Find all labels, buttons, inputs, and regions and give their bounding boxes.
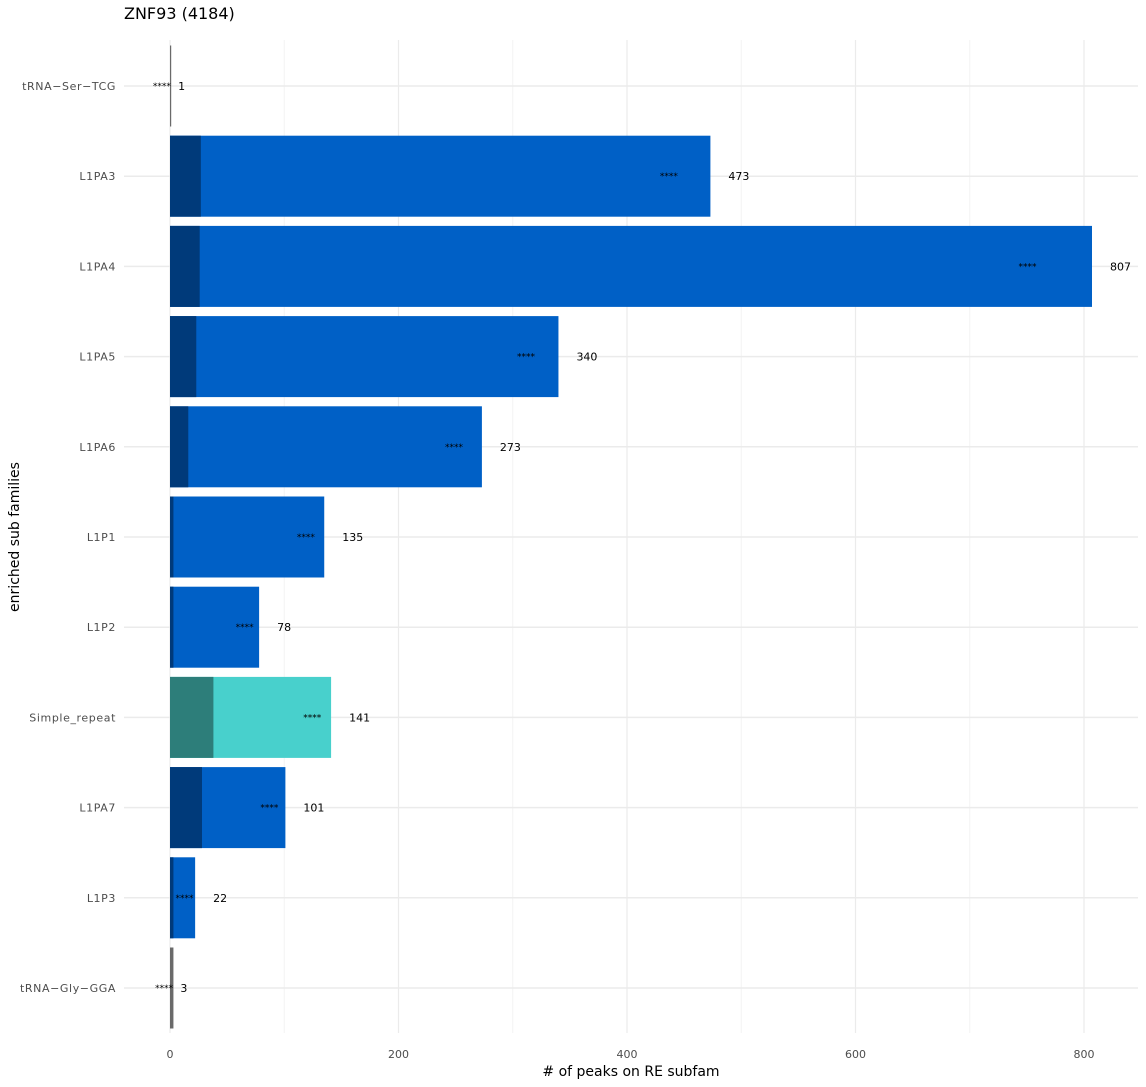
bars (170, 45, 1092, 1029)
value-label: 807 (1110, 260, 1131, 273)
value-label: 273 (500, 441, 521, 454)
significance-label: **** (236, 623, 255, 633)
bar-L1PA5 (170, 316, 559, 398)
x-tick-label: 600 (845, 1048, 866, 1061)
bar-L1P3 (170, 857, 196, 939)
significance-label: **** (260, 804, 279, 814)
significance-label: **** (297, 533, 316, 543)
value-label: 135 (342, 531, 363, 544)
y-tick-label: L1PA5 (79, 351, 116, 364)
bar-segment-L1PA3 (170, 135, 201, 217)
y-axis-label: enriched sub families (7, 462, 23, 612)
value-label: 78 (277, 621, 291, 634)
value-label: 22 (213, 892, 227, 905)
bar-segment-L1PA4 (170, 225, 200, 307)
significance-label: **** (303, 713, 322, 723)
value-label: 1 (178, 80, 185, 93)
chart-title: ZNF93 (4184) (124, 4, 235, 23)
bar-L1PA4 (170, 225, 1092, 307)
bar-segment-L1P2 (170, 586, 174, 668)
y-tick-label: L1PA6 (79, 441, 116, 454)
labels: 0 200 400 600 800 tRNA−Ser−TCG **** 1 L1PA3 **** 4… (20, 80, 1131, 1061)
bar-L1PA6 (170, 406, 482, 488)
value-label: 340 (576, 351, 597, 364)
y-tick-label: tRNA−Gly−GGA (20, 982, 116, 995)
y-tick-label: Simple_repeat (29, 711, 116, 724)
significance-label: **** (175, 894, 194, 904)
x-tick-label: 200 (388, 1048, 409, 1061)
y-tick-label: L1PA4 (79, 260, 116, 273)
y-tick-label: L1PA3 (79, 170, 116, 183)
y-tick-label: tRNA−Ser−TCG (22, 80, 116, 93)
bar-L1PA3 (170, 135, 711, 217)
bar-segment-L1PA7 (170, 767, 202, 849)
x-tick-label: 0 (167, 1048, 174, 1061)
significance-label: **** (1019, 262, 1038, 272)
x-tick-label: 400 (617, 1048, 638, 1061)
x-tick-label: 800 (1074, 1048, 1095, 1061)
significance-label: **** (445, 443, 464, 453)
significance-label: **** (155, 984, 174, 994)
value-label: 101 (303, 802, 324, 815)
y-tick-label: L1PA7 (79, 802, 116, 815)
x-axis-label: # of peaks on RE subfam (542, 1064, 719, 1080)
significance-label: **** (660, 172, 679, 182)
y-tick-label: L1P2 (87, 621, 116, 634)
bar-tRNA−Ser−TCG (170, 45, 172, 127)
bar-segment-L1PA6 (170, 406, 189, 488)
value-label: 141 (349, 711, 370, 724)
y-tick-label: L1P3 (87, 892, 116, 905)
bar-L1P2 (170, 586, 260, 668)
significance-label: **** (517, 353, 536, 363)
bar-segment-L1P1 (170, 496, 174, 578)
bar-segment-Simple_repeat (170, 676, 214, 758)
bar-segment-L1PA5 (170, 316, 197, 398)
bar-segment-L1P3 (170, 857, 174, 939)
bar-tRNA−Gly−GGA (170, 947, 174, 1029)
value-label: 3 (180, 982, 187, 995)
value-label: 473 (728, 170, 749, 183)
significance-label: **** (153, 82, 172, 92)
bar-L1P1 (170, 496, 325, 578)
y-tick-label: L1P1 (87, 531, 116, 544)
